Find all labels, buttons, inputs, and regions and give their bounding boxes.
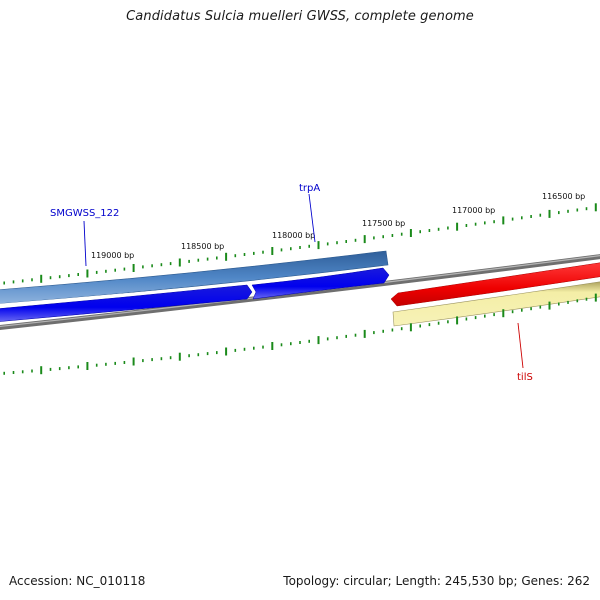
feature-forward-arrow-2[interactable] <box>251 267 390 300</box>
ruler-label: 116500 bp <box>542 192 585 201</box>
feature-forward-arrow-1[interactable] <box>0 284 253 322</box>
ruler-label: 118500 bp <box>181 242 224 251</box>
feature-separator <box>0 267 391 306</box>
smgwss-122-leader-line <box>83 220 87 267</box>
map-title: Candidatus Sulcia muelleri GWSS, complet… <box>126 9 474 24</box>
feature-smgwss-122-trpA-bar[interactable] <box>0 250 389 304</box>
ruler-label: 119000 bp <box>91 251 134 260</box>
ruler-ticks <box>3 203 597 375</box>
ruler-labels: 119000 bp 118500 bp 118000 bp 117500 bp 1170… <box>91 192 585 260</box>
feature-tilS-arrow[interactable] <box>390 262 600 307</box>
accession-text: Accession: NC_010118 <box>9 574 146 588</box>
feature-reverse-secondary[interactable] <box>392 281 600 327</box>
genome-backbone <box>0 254 600 330</box>
tilS-leader-line <box>517 322 524 369</box>
gene-label-tilS[interactable]: tilS <box>517 372 533 383</box>
gene-label-trpA[interactable]: trpA <box>299 183 320 194</box>
ruler-label: 117500 bp <box>362 219 405 228</box>
topology-text: Topology: circular; Length: 245,530 bp; … <box>283 574 590 588</box>
gene-label-smgwss-122[interactable]: SMGWSS_122 <box>50 208 119 219</box>
trpA-leader-line <box>308 193 316 243</box>
ruler-label: 118000 bp <box>272 231 315 240</box>
ruler-label: 117000 bp <box>452 206 495 215</box>
